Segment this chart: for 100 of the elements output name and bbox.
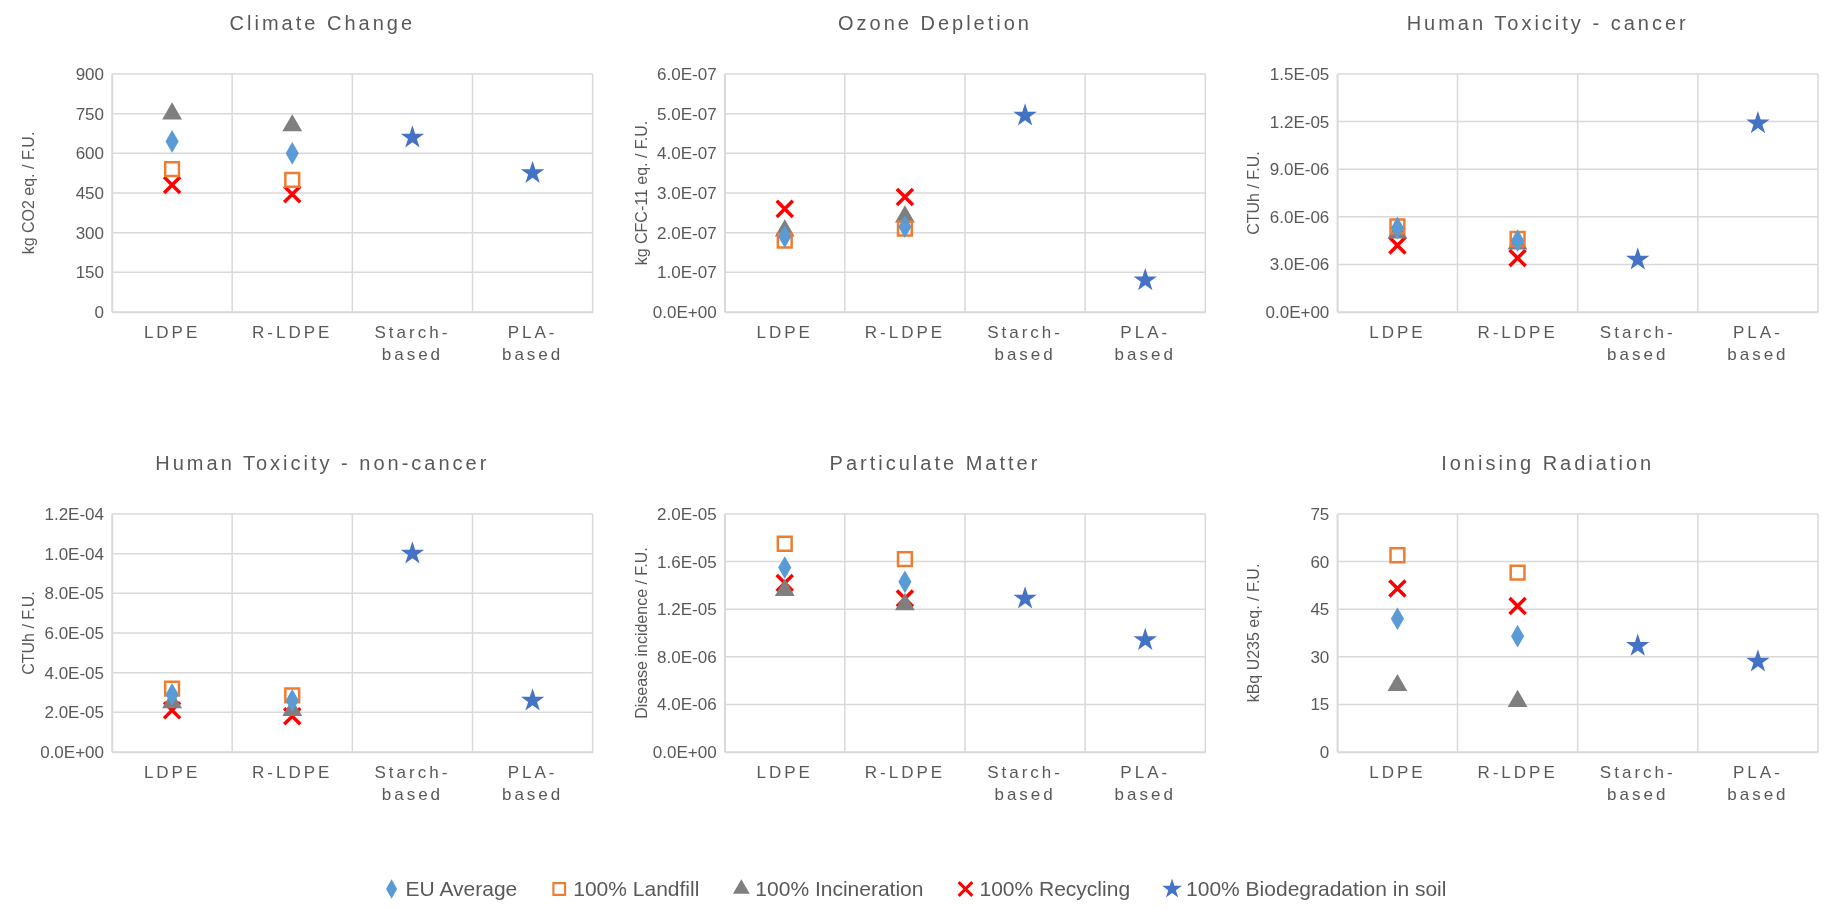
- point: [162, 175, 182, 195]
- legend-label: 100% Biodegradation in soil: [1186, 877, 1447, 900]
- point: [163, 161, 181, 178]
- point: [1387, 578, 1408, 599]
- point: [1509, 564, 1526, 581]
- point: [774, 573, 795, 593]
- y-tick-label: 1.6E-05: [657, 552, 717, 572]
- point: [1626, 633, 1650, 656]
- x-tick-label: R-LDPE: [1477, 763, 1558, 783]
- x-tick-label: PLA-based: [1114, 763, 1176, 805]
- y-tick-label: 6.0E-07: [657, 64, 717, 84]
- x-tick-label: R-LDPE: [864, 763, 946, 783]
- point: [1133, 627, 1157, 651]
- x-tick-label: PLA-based: [501, 763, 564, 805]
- y-tick-label: 4.0E-07: [657, 144, 717, 164]
- y-tick-label: 5.0E-07: [657, 104, 717, 124]
- y-tick-label: 1.0E-04: [44, 544, 104, 564]
- legend-label: 100% Recycling: [979, 877, 1131, 900]
- y-tick-label: 0.0E+00: [40, 742, 104, 762]
- x-tick-label: PLA-based: [1727, 763, 1789, 805]
- point: [895, 187, 915, 207]
- y-axis-title: kBq U235 eq. / F.U.: [1245, 563, 1263, 703]
- y-tick-label: 1.2E-05: [1269, 112, 1330, 132]
- point: [1387, 235, 1408, 256]
- y-tick-label: 450: [75, 183, 104, 203]
- point: [1507, 689, 1528, 707]
- point: [895, 593, 915, 611]
- y-tick-label: 2.0E-07: [657, 223, 717, 243]
- x-tick-label: Starch-based: [987, 763, 1063, 805]
- y-tick-label: 3.0E-07: [657, 183, 717, 203]
- y-tick-label: 0.0E+00: [652, 742, 717, 762]
- y-tick-label: 9.0E-06: [1269, 160, 1330, 180]
- x-tick-label: LDPE: [1369, 323, 1426, 343]
- point: [284, 687, 301, 704]
- point: [1507, 596, 1528, 616]
- x-tick-label: R-LDPE: [252, 323, 333, 343]
- y-tick-label: 0: [1319, 742, 1330, 762]
- point: [282, 114, 303, 132]
- x-tick-label: LDPE: [143, 323, 201, 343]
- chart-title: Climate Change: [229, 12, 416, 34]
- x-tick-label: PLA-based: [501, 323, 564, 365]
- point: [162, 700, 182, 721]
- point: [1013, 586, 1037, 609]
- y-axis-title: kg CO2 eq. / F.U.: [20, 131, 37, 255]
- y-axis-title: CTUh / F.U.: [20, 591, 37, 675]
- point: [400, 125, 425, 148]
- legend-label: 100% Landfill: [573, 877, 700, 900]
- point: [1389, 218, 1406, 235]
- x-tick-label: Starch-based: [374, 763, 451, 805]
- y-axis-title: Disease incidence / F.U.: [632, 547, 650, 719]
- legend-label: 100% Incineration: [755, 877, 924, 900]
- y-tick-label: 6.0E-05: [44, 623, 104, 643]
- y-tick-label: 60: [1310, 552, 1330, 572]
- y-tick-label: 6.0E-06: [1269, 207, 1330, 227]
- y-tick-label: 0.0E+00: [652, 302, 717, 322]
- point: [284, 171, 301, 188]
- y-tick-label: 1.2E-04: [44, 504, 104, 524]
- y-tick-label: 1.0E-07: [657, 263, 717, 283]
- point: [282, 184, 303, 205]
- x-tick-label: R-LDPE: [1477, 323, 1558, 343]
- point: [776, 232, 793, 249]
- point: [1626, 247, 1650, 270]
- point: [895, 588, 915, 609]
- chart-title: Human Toxicity - non-cancer: [155, 452, 490, 474]
- y-axis-title: kg CFC-11 eq. / F.U.: [632, 120, 650, 266]
- x-tick-label: R-LDPE: [252, 763, 333, 783]
- point: [1013, 103, 1037, 126]
- point: [1507, 248, 1528, 268]
- y-tick-label: 1.5E-05: [1269, 64, 1330, 84]
- chart-title: Ionising Radiation: [1441, 452, 1655, 474]
- point: [520, 160, 545, 184]
- x-tick-label: LDPE: [1369, 763, 1426, 783]
- y-tick-label: 750: [75, 104, 104, 124]
- point: [1133, 267, 1157, 291]
- x-tick-label: PLA-based: [1114, 323, 1176, 365]
- y-tick-label: 0: [94, 302, 104, 322]
- y-tick-label: 75: [1310, 504, 1330, 524]
- x-tick-label: R-LDPE: [864, 323, 946, 343]
- point: [776, 535, 793, 552]
- y-tick-label: 1.2E-05: [657, 600, 717, 620]
- y-tick-label: 8.0E-06: [657, 647, 717, 667]
- point: [774, 199, 795, 219]
- x-tick-label: LDPE: [756, 323, 813, 343]
- x-tick-label: LDPE: [756, 763, 813, 783]
- point: [896, 551, 914, 568]
- chart-title: Particulate Matter: [829, 452, 1041, 474]
- x-tick-label: Starch-based: [1599, 323, 1676, 365]
- point: [1746, 649, 1770, 672]
- point: [282, 706, 303, 727]
- x-tick-label: Starch-based: [374, 323, 451, 365]
- x-tick-label: Starch-based: [987, 323, 1063, 365]
- y-tick-label: 600: [75, 144, 104, 164]
- x-tick-label: LDPE: [143, 763, 201, 783]
- y-tick-label: 8.0E-05: [44, 584, 104, 604]
- chart-title: Human Toxicity - cancer: [1406, 12, 1689, 34]
- point: [400, 541, 425, 564]
- y-tick-label: 3.0E-06: [1269, 255, 1330, 275]
- point: [1389, 547, 1406, 564]
- point: [520, 688, 545, 711]
- y-tick-label: 300: [75, 223, 104, 243]
